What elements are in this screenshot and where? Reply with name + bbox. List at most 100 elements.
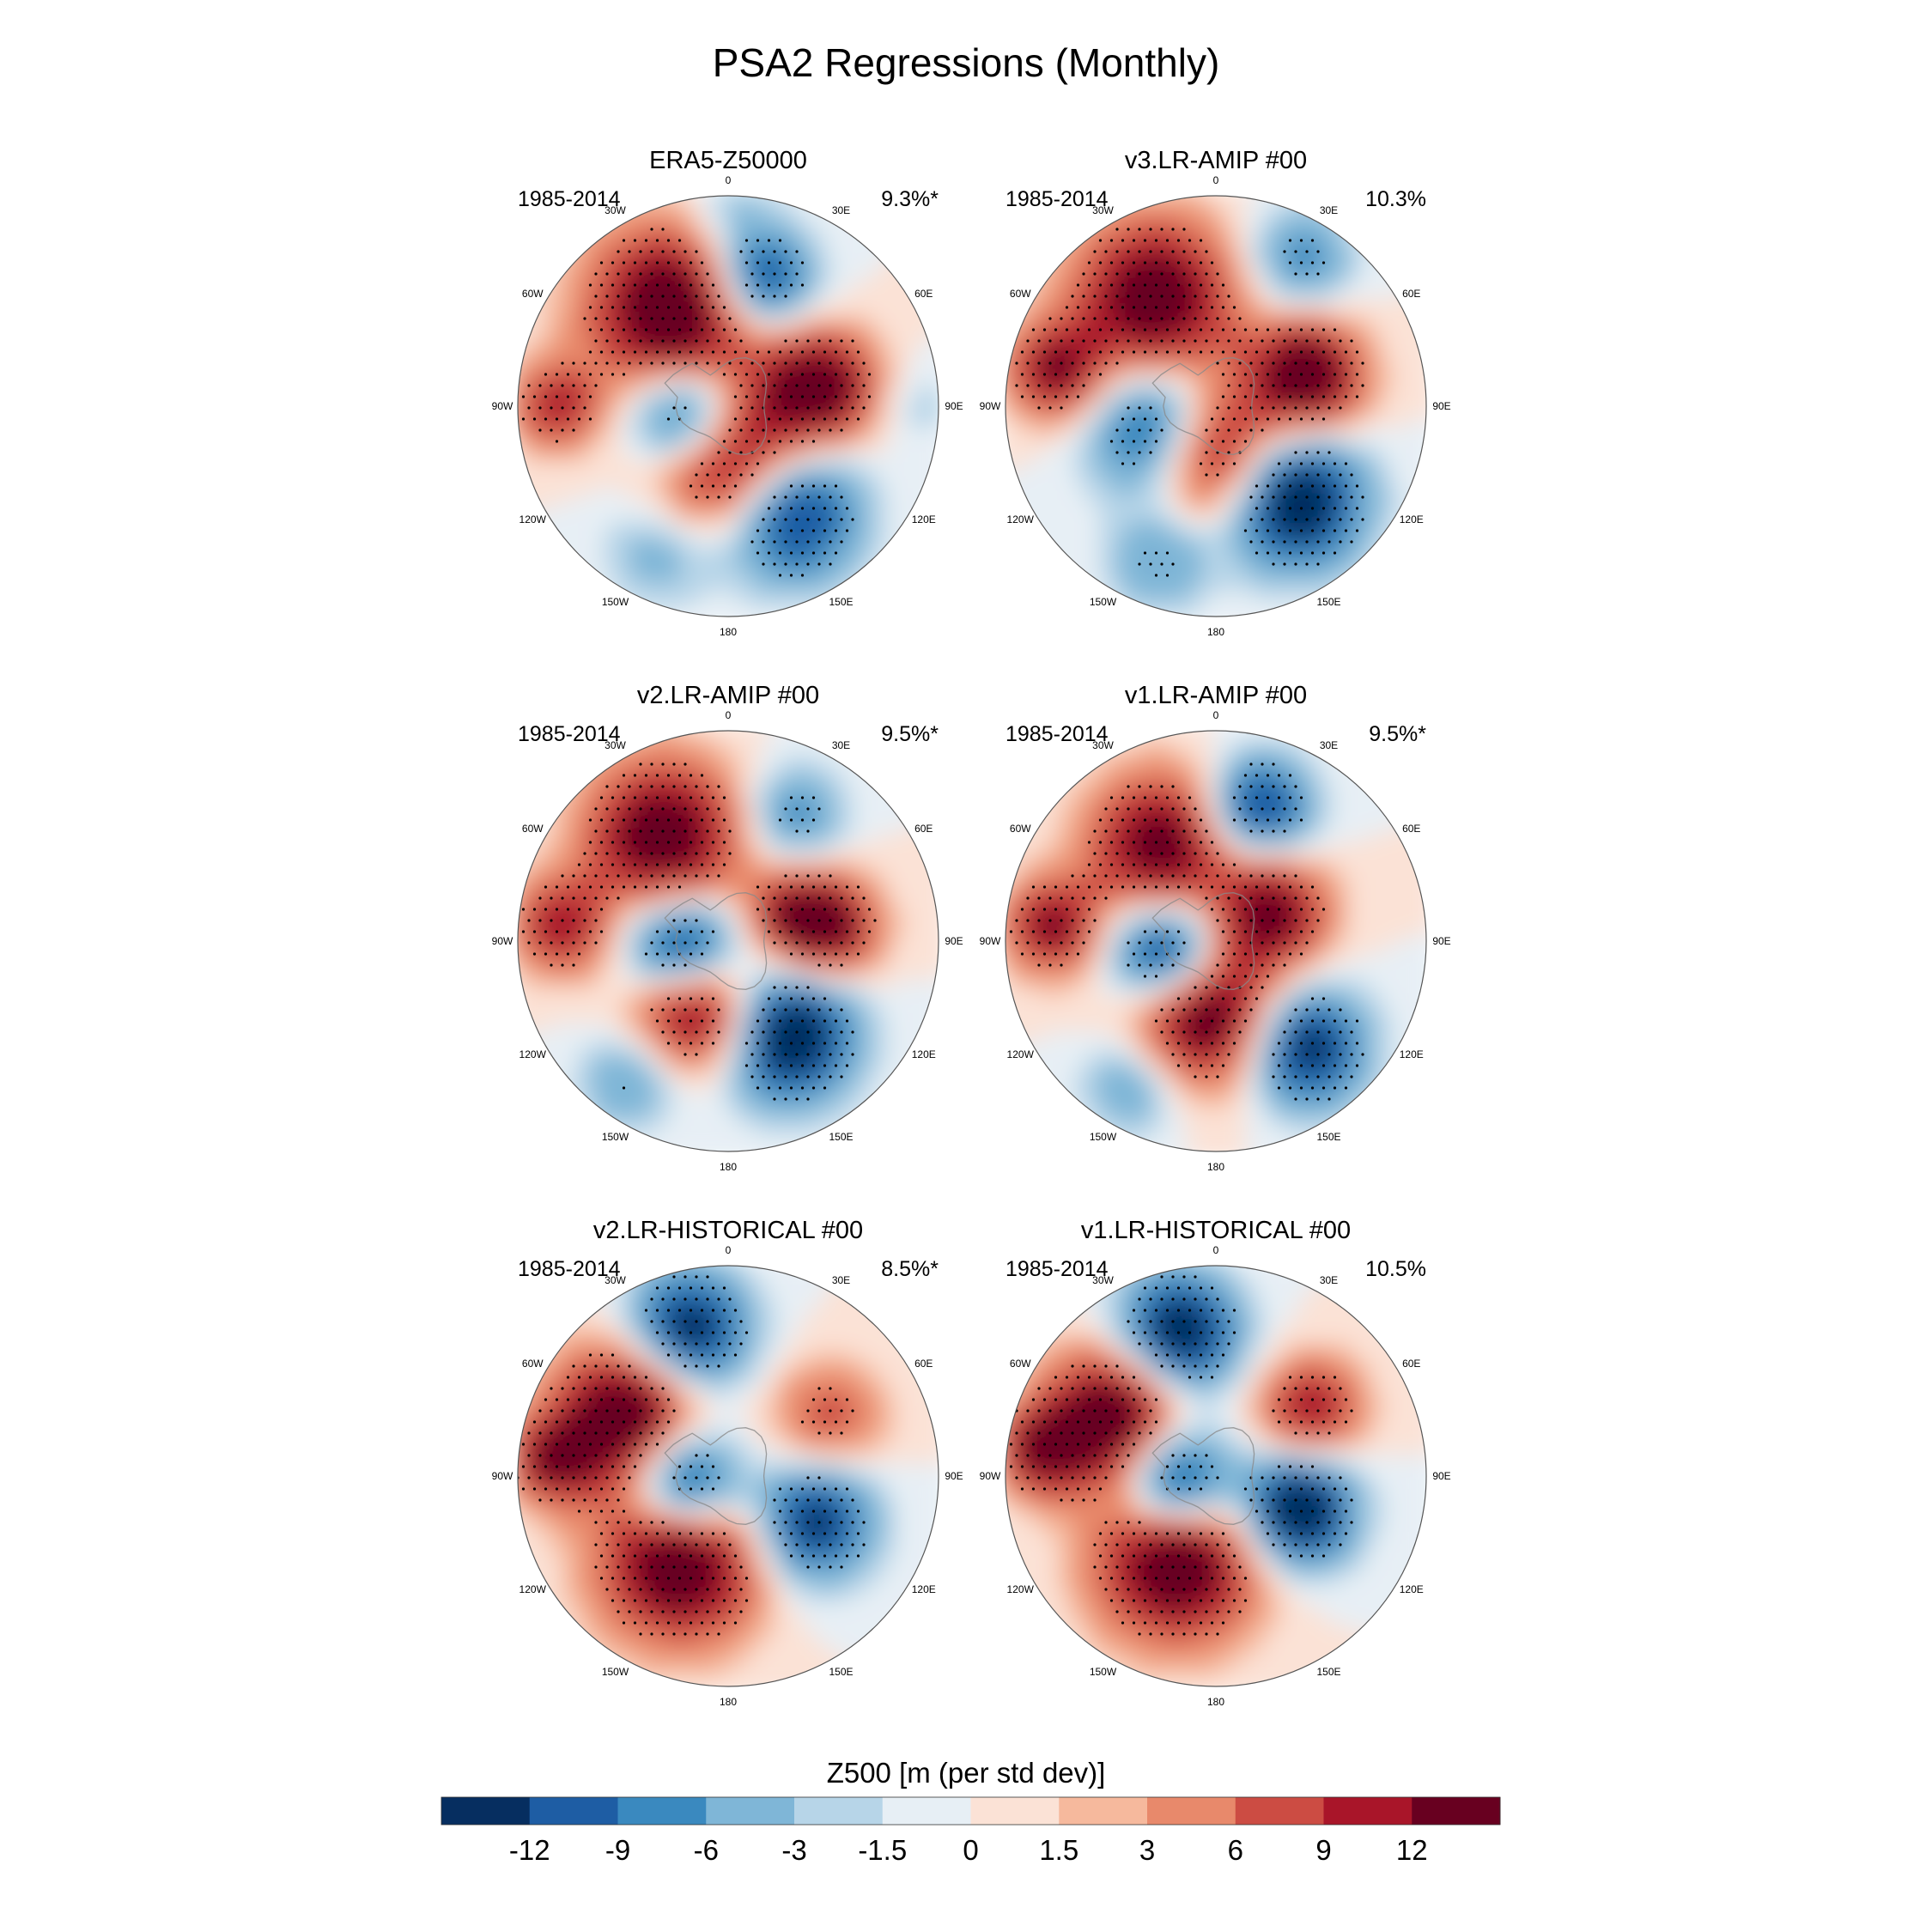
field-cell: [1418, 419, 1426, 428]
field-cell: [1272, 247, 1281, 257]
field-cell: [1220, 239, 1230, 248]
field-cell: [1340, 505, 1350, 514]
field-cell: [1280, 230, 1290, 240]
field-cell: [664, 342, 673, 351]
field-cell: [1169, 213, 1178, 222]
field-cell: [586, 273, 596, 283]
field-cell: [1340, 264, 1350, 274]
field-cell: [518, 359, 519, 368]
field-cell: [1005, 368, 1006, 377]
field-cell: [1349, 350, 1358, 360]
field-cell: [939, 608, 948, 617]
field-cell: [1246, 410, 1255, 420]
field-cell: [621, 299, 630, 308]
field-cell: [552, 385, 562, 394]
stipple-dot: [778, 373, 782, 376]
field-cell: [844, 393, 854, 403]
field-cell: [767, 376, 776, 386]
field-cell: [1074, 479, 1084, 489]
field-cell: [767, 325, 776, 334]
field-cell: [707, 582, 716, 592]
stipple-dot: [677, 306, 682, 309]
field-cell: [939, 479, 948, 489]
field-cell: [621, 222, 630, 231]
stipple-dot: [722, 350, 726, 354]
field-cell: [1134, 488, 1144, 497]
field-cell: [878, 556, 888, 566]
field-cell: [775, 617, 785, 626]
field-cell: [1160, 342, 1170, 351]
field-cell: [1040, 256, 1049, 265]
field-cell: [793, 496, 802, 506]
field-cell: [655, 290, 665, 300]
field-cell: [526, 376, 536, 386]
field-cell: [672, 548, 682, 557]
field-cell: [818, 471, 828, 480]
field-cell: [870, 471, 879, 480]
stipple-dot: [762, 518, 765, 521]
stipple-dot: [829, 361, 832, 365]
field-cell: [853, 368, 862, 377]
field-cell: [1297, 196, 1307, 205]
field-cell: [750, 256, 759, 265]
field-cell: [1083, 368, 1092, 377]
field-cell: [690, 333, 699, 343]
field-cell: [1005, 385, 1006, 394]
field-cell: [1160, 299, 1170, 308]
stipple-dot: [677, 350, 682, 354]
field-cell: [526, 333, 536, 343]
field-cell: [578, 445, 587, 454]
field-cell: [1083, 436, 1092, 446]
field-cell: [638, 359, 647, 368]
field-cell: [1400, 453, 1410, 463]
field-cell: [518, 436, 519, 446]
field-cell: [870, 608, 879, 617]
field-cell: [1057, 222, 1066, 231]
stipple-dot: [784, 518, 787, 521]
field-cell: [750, 307, 759, 317]
field-cell: [1066, 479, 1075, 489]
field-cell: [853, 496, 862, 506]
field-cell: [569, 479, 579, 489]
stipple-dot: [795, 406, 799, 410]
field-cell: [1091, 445, 1101, 454]
field-cell: [1426, 325, 1436, 334]
field-cell: [853, 548, 862, 557]
stipple-dot: [739, 428, 743, 432]
field-cell: [1160, 325, 1170, 334]
field-cell: [1366, 479, 1376, 489]
field-cell: [1272, 436, 1281, 446]
field-cell: [707, 531, 716, 540]
field-cell: [1057, 496, 1066, 506]
field-cell: [1160, 513, 1170, 523]
field-cell: [698, 316, 708, 325]
field-cell: [758, 599, 768, 609]
field-cell: [1040, 282, 1049, 291]
field-cell: [818, 196, 828, 205]
field-cell: [1083, 247, 1092, 257]
stipple-dot: [605, 272, 609, 276]
field-cell: [1358, 368, 1367, 377]
field-cell: [1040, 273, 1049, 283]
field-cell: [586, 436, 596, 446]
field-cell: [732, 445, 742, 454]
field-cell: [664, 539, 673, 549]
field-cell: [535, 385, 544, 394]
field-cell: [638, 325, 647, 334]
field-cell: [1048, 513, 1058, 523]
field-cell: [1289, 239, 1298, 248]
field-cell: [1186, 393, 1195, 403]
field-cell: [535, 325, 544, 334]
field-cell: [827, 548, 836, 557]
field-cell: [1074, 222, 1084, 231]
field-cell: [1237, 453, 1247, 463]
field-cell: [793, 333, 802, 343]
stipple-dot: [711, 462, 715, 465]
field-cell: [913, 350, 922, 360]
field-cell: [1143, 213, 1152, 222]
field-cell: [1109, 256, 1118, 265]
field-cell: [1100, 393, 1109, 403]
field-cell: [939, 462, 948, 471]
field-cell: [707, 479, 716, 489]
field-cell: [1091, 462, 1101, 471]
